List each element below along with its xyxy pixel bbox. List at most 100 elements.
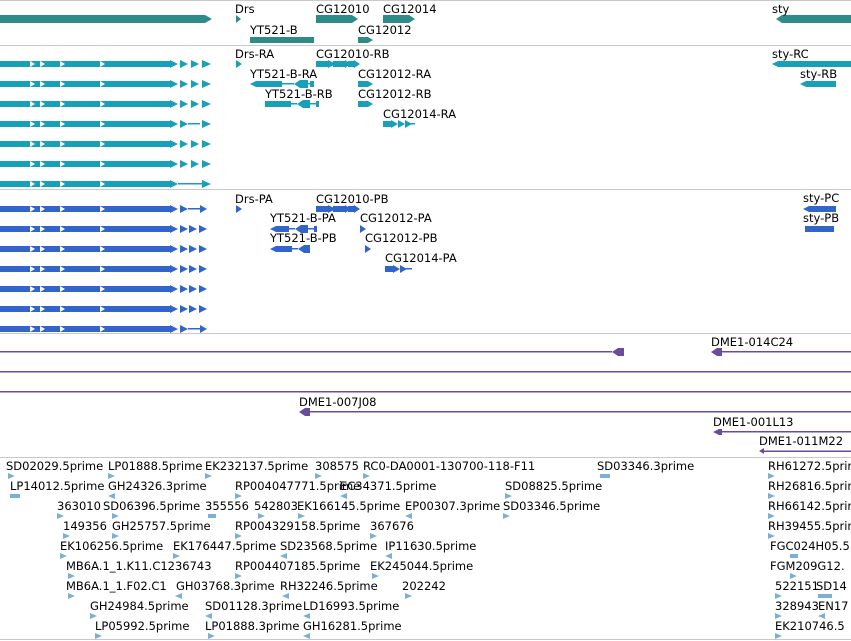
est-label[interactable]: FGC024H05.5 bbox=[770, 539, 850, 553]
est-mark-328943[interactable] bbox=[775, 613, 782, 619]
est-mark-ek106256[interactable] bbox=[60, 553, 67, 559]
est-label[interactable]: MB6A.1_1.K11.C1236743 bbox=[66, 559, 212, 573]
mrna-left-stack[interactable] bbox=[0, 60, 211, 188]
protein-feature-cg12012-pb[interactable] bbox=[365, 245, 371, 253]
est-label[interactable]: EK210746.5 bbox=[775, 619, 845, 633]
est-label[interactable]: 308575 bbox=[315, 459, 359, 473]
est-label[interactable]: EK245044.5prime bbox=[370, 559, 474, 573]
est-label[interactable]: FGM209G12. bbox=[770, 559, 845, 573]
mrna-label-cg12014-ra[interactable]: CG12014-RA bbox=[383, 107, 457, 121]
clone-label-dme1-011m22[interactable]: DME1-011M22 bbox=[759, 434, 844, 448]
est-label[interactable]: SD02029.5prime bbox=[6, 459, 104, 473]
est-label[interactable]: RP004407185.5prime bbox=[235, 559, 361, 573]
protein-label-cg12014-pa[interactable]: CG12014-PA bbox=[385, 251, 457, 265]
est-mark-fgc024h05[interactable] bbox=[790, 554, 798, 558]
gene-label-cg12012[interactable]: CG12012 bbox=[358, 23, 412, 37]
est-label[interactable]: EK176447.5prime bbox=[173, 539, 277, 553]
mrna-label-sty-rb[interactable]: sty-RB bbox=[800, 67, 838, 81]
est-mark-202242[interactable] bbox=[405, 593, 412, 599]
est-label[interactable]: RH39455.5prime bbox=[768, 519, 851, 533]
protein-label-drs-pa[interactable]: Drs-PA bbox=[235, 192, 273, 206]
clone-feature-row-1[interactable] bbox=[0, 348, 851, 356]
gene-label-cg12010[interactable]: CG12010 bbox=[316, 2, 370, 16]
est-mark-355556[interactable] bbox=[208, 514, 216, 518]
est-mark-lp14012[interactable] bbox=[10, 494, 20, 498]
est-mark-522151[interactable] bbox=[775, 593, 782, 599]
est-label[interactable]: RH26816.5prime bbox=[768, 479, 851, 493]
gene-label-sty[interactable]: sty bbox=[772, 2, 790, 16]
est-label[interactable]: EC34371.5prime bbox=[340, 479, 437, 493]
protein-feature-cg12012-pa[interactable] bbox=[360, 225, 366, 233]
est-label[interactable]: RH61272.5prime bbox=[768, 459, 851, 473]
est-label[interactable]: LP01888.3prime bbox=[205, 619, 300, 633]
est-label[interactable]: EK166145.5prime bbox=[297, 499, 401, 513]
est-mark-sd03346-5[interactable] bbox=[503, 513, 510, 519]
est-mark-308575[interactable] bbox=[315, 473, 322, 479]
est-mark-ek166145[interactable] bbox=[298, 513, 305, 519]
est-mark-gh24326[interactable] bbox=[108, 493, 115, 499]
protein-feature-sty-pc[interactable] bbox=[803, 206, 836, 212]
est-label[interactable]: 328943 bbox=[775, 599, 819, 613]
mrna-feature-yt521-b-rb[interactable] bbox=[265, 100, 319, 108]
mrna-feature-sty-rb[interactable] bbox=[800, 81, 836, 87]
est-label[interactable]: GH25757.5prime bbox=[112, 519, 211, 533]
est-label[interactable]: GH24326.3prime bbox=[108, 479, 207, 493]
est-label[interactable]: GH03768.3prime bbox=[176, 579, 275, 593]
est-mark-ek232137[interactable] bbox=[205, 473, 212, 479]
protein-feature-sty-pb[interactable] bbox=[805, 226, 834, 232]
protein-label-sty-pb[interactable]: sty-PB bbox=[803, 211, 840, 225]
est-mark-sd03346-3[interactable] bbox=[600, 474, 610, 478]
est-label[interactable]: EK106256.5prime bbox=[60, 539, 164, 553]
est-mark-ek245044[interactable] bbox=[372, 573, 379, 579]
est-label[interactable]: RH32246.5prime bbox=[280, 579, 378, 593]
gene-label-drs[interactable]: Drs bbox=[235, 2, 255, 16]
est-mark-fgm209g12[interactable] bbox=[790, 573, 797, 579]
mrna-label-yt521-b-ra[interactable]: YT521-B-RA bbox=[250, 67, 318, 81]
est-mark-rh66142[interactable] bbox=[768, 513, 775, 519]
est-mark-sd06396[interactable] bbox=[112, 513, 119, 519]
est-mark-rp004407185[interactable] bbox=[235, 573, 242, 579]
est-mark-rh32246[interactable] bbox=[282, 593, 289, 599]
est-mark-rp004329158[interactable] bbox=[235, 533, 242, 539]
est-mark-363010[interactable] bbox=[57, 513, 64, 519]
gene-feature-cg12010[interactable] bbox=[316, 15, 358, 23]
est-mark-rc0[interactable] bbox=[363, 473, 370, 479]
est-label[interactable]: EN17 bbox=[818, 599, 849, 613]
clone-feature-dme1-011m22[interactable] bbox=[759, 448, 851, 454]
est-mark-sd01128[interactable] bbox=[205, 613, 212, 619]
est-label[interactable]: LP01888.5prime bbox=[108, 459, 203, 473]
est-mark-rh61272[interactable] bbox=[768, 473, 775, 479]
protein-label-yt521-b-pa[interactable]: YT521-B-PA bbox=[270, 211, 336, 225]
protein-feature-cg12010-pb[interactable] bbox=[316, 205, 360, 213]
protein-label-cg12012-pa[interactable]: CG12012-PA bbox=[360, 211, 432, 225]
est-mark-lp01888[interactable] bbox=[108, 473, 115, 479]
est-mark-ek176447[interactable] bbox=[173, 553, 180, 559]
clone-feature-dme1-001l13[interactable] bbox=[713, 429, 851, 435]
est-label[interactable]: SD08825.5prime bbox=[505, 479, 603, 493]
est-label[interactable]: LP05992.5prime bbox=[95, 619, 190, 633]
est-mark-rp004047771[interactable] bbox=[235, 493, 242, 499]
est-label[interactable]: 355556 bbox=[205, 499, 249, 513]
est-mark-ip11630[interactable] bbox=[385, 553, 392, 559]
est-label[interactable]: SD06396.5prime bbox=[103, 499, 201, 513]
est-label[interactable]: SD03346.3prime bbox=[597, 459, 695, 473]
clone-feature-row-2[interactable] bbox=[0, 371, 851, 373]
est-label[interactable]: SD14 bbox=[816, 579, 847, 593]
gene-label-cg12014[interactable]: CG12014 bbox=[383, 2, 437, 16]
clone-label-dme1-001l13[interactable]: DME1-001L13 bbox=[713, 415, 794, 429]
protein-label-cg12012-pb[interactable]: CG12012-PB bbox=[365, 231, 438, 245]
est-mark-ep00307[interactable] bbox=[405, 513, 412, 519]
est-label[interactable]: SD01128.3prime bbox=[205, 599, 303, 613]
mrna-feature-sty-rc[interactable] bbox=[772, 61, 851, 67]
est-label[interactable]: MB6A.1_1.F02.C1 bbox=[66, 579, 167, 593]
mrna-label-sty-rc[interactable]: sty-RC bbox=[772, 47, 809, 61]
gene-feature-yt521-b[interactable] bbox=[250, 37, 314, 43]
protein-feature-drs-pa[interactable] bbox=[236, 205, 242, 213]
est-mark-lp01888-3[interactable] bbox=[208, 633, 215, 639]
est-label[interactable]: RP004047771.5prime bbox=[235, 479, 361, 493]
clone-label-dme1-007j08[interactable]: DME1-007J08 bbox=[299, 395, 377, 409]
est-mark-mb6a-k11[interactable] bbox=[68, 573, 75, 579]
mrna-label-cg12010-rb[interactable]: CG12010-RB bbox=[316, 47, 390, 61]
protein-label-sty-pc[interactable]: sty-PC bbox=[803, 191, 840, 205]
est-mark-gh16281[interactable] bbox=[303, 633, 310, 639]
